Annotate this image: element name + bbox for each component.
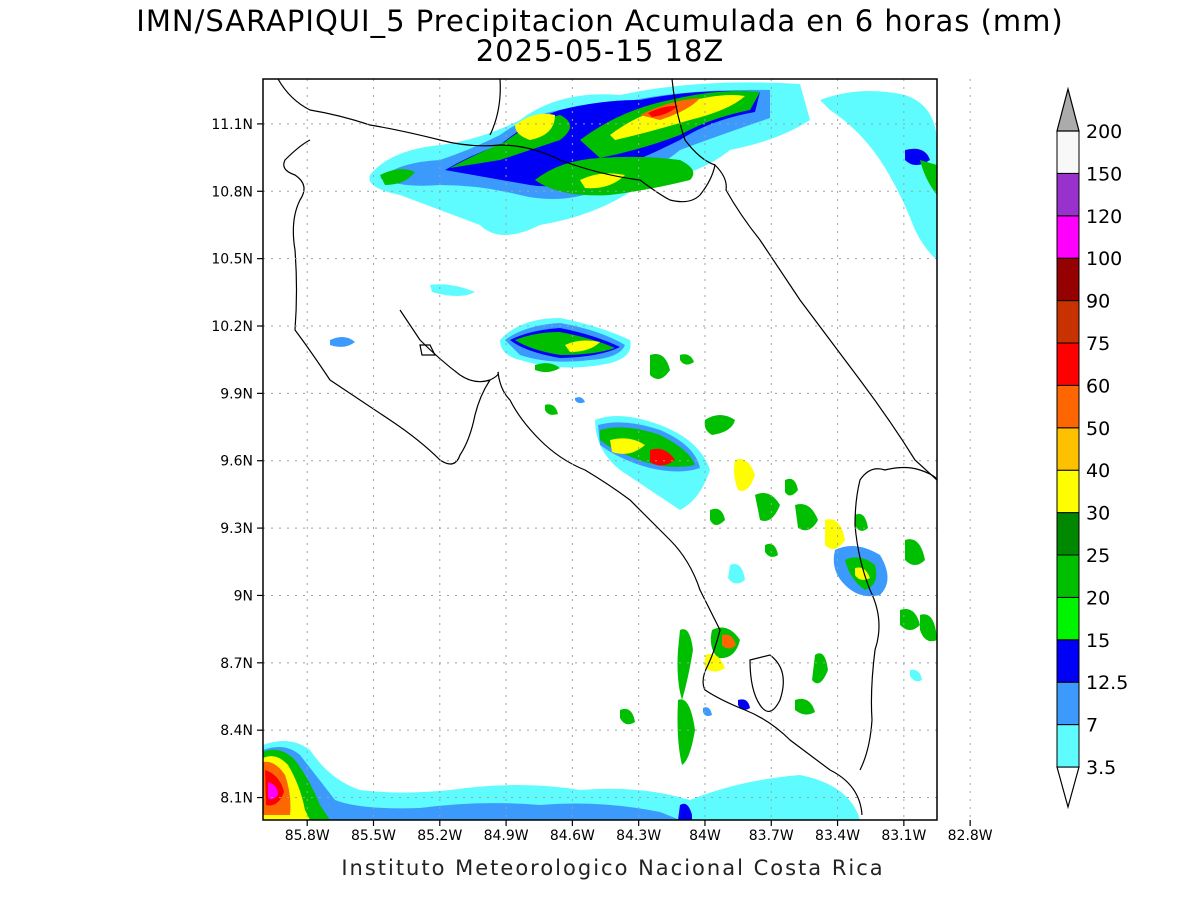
colorbar-level-label: 30 [1086, 503, 1110, 525]
lat-tick-label: 10.5N [211, 252, 253, 268]
lat-tick-label: 9.3N [220, 521, 253, 537]
lon-tick-label: 83.4W [815, 828, 860, 844]
lon-tick-label: 84.9W [484, 828, 529, 844]
footer-credit: Instituto Meteorologico Nacional Costa R… [341, 856, 885, 880]
lon-tick-label: 83.7W [749, 828, 794, 844]
colorbar-segment [1056, 172, 1080, 217]
lon-tick-label: 85.8W [285, 828, 330, 844]
colorbar-level-label: 150 [1086, 163, 1122, 185]
colorbar-level-label: 60 [1086, 375, 1110, 397]
lon-tick-label: 85.5W [351, 828, 396, 844]
lon-tick-label: 83.1W [881, 828, 926, 844]
map-datetime: 2025-05-15 18Z [475, 34, 725, 68]
colorbar-min-arrow [1056, 766, 1080, 810]
colorbar-segment [1056, 512, 1080, 556]
colorbar-level-label: 120 [1086, 206, 1122, 228]
colorbar-segment [1056, 724, 1080, 768]
lon-tick-label: 84.3W [616, 828, 661, 844]
colorbar-level-label: 3.5 [1086, 757, 1116, 779]
colorbar-segment [1056, 681, 1080, 726]
colorbar-segment [1056, 639, 1080, 683]
map-title: IMN/SARAPIQUI_5 Precipitacion Acumulada … [136, 4, 1064, 38]
colorbar-level-label: 7 [1086, 715, 1098, 737]
colorbar-segment [1056, 257, 1080, 302]
colorbar-segment [1056, 469, 1080, 514]
lon-tick-label: 84W [689, 828, 721, 844]
precip-area-north [369, 82, 937, 260]
lat-tick-label: 8.7N [220, 656, 253, 672]
colorbar-level-label: 100 [1086, 248, 1122, 270]
colorbar-level-label: 15 [1086, 630, 1110, 652]
colorbar-segment [1056, 596, 1080, 641]
lon-tick-label: 82.8W [948, 828, 993, 844]
lat-tick-label: 8.4N [220, 723, 253, 739]
map-axes: 11.1N 10.8N 10.5N 10.2N 9.9N 9.6N 9.3N 9N 8.7N 8.… [211, 117, 992, 844]
colorbar-segment [1056, 300, 1080, 344]
precip-area-south [620, 415, 937, 765]
lat-tick-label: 9N [234, 588, 253, 604]
lat-tick-label: 10.2N [211, 319, 253, 335]
lat-tick-label: 9.9N [220, 386, 253, 402]
colorbar-segment [1056, 342, 1080, 386]
colorbar-segment [1056, 130, 1080, 174]
precip-area-bottom [263, 741, 860, 820]
precip-fields [263, 79, 937, 820]
map-frame [262, 78, 938, 821]
colorbar: 3.5 7 12.5 15 20 25 30 40 50 60 75 90 100 120 150 200 [1056, 86, 1128, 810]
precip-area-central [330, 284, 710, 510]
lon-tick-label: 84.6W [550, 828, 595, 844]
colorbar-level-label: 25 [1086, 545, 1110, 567]
colorbar-level-label: 75 [1086, 333, 1110, 355]
colorbar-level-label: 40 [1086, 460, 1110, 482]
colorbar-level-label: 20 [1086, 587, 1110, 609]
colorbar-level-label: 90 [1086, 291, 1110, 313]
colorbar-segment [1056, 384, 1080, 429]
lat-tick-label: 8.1N [220, 791, 253, 807]
colorbar-level-label: 12.5 [1086, 672, 1128, 694]
colorbar-max-arrow [1056, 86, 1080, 132]
lat-tick-label: 9.6N [220, 454, 253, 470]
colorbar-level-label: 50 [1086, 418, 1110, 440]
colorbar-segment [1056, 554, 1080, 598]
colorbar-level-label: 200 [1086, 121, 1122, 143]
lat-tick-label: 11.1N [211, 117, 253, 133]
gridlines [263, 79, 971, 820]
colorbar-segment [1056, 427, 1080, 471]
coastlines [277, 79, 937, 816]
lon-tick-label: 85.2W [417, 828, 462, 844]
lat-tick-label: 10.8N [211, 184, 253, 200]
colorbar-segment [1056, 215, 1080, 259]
